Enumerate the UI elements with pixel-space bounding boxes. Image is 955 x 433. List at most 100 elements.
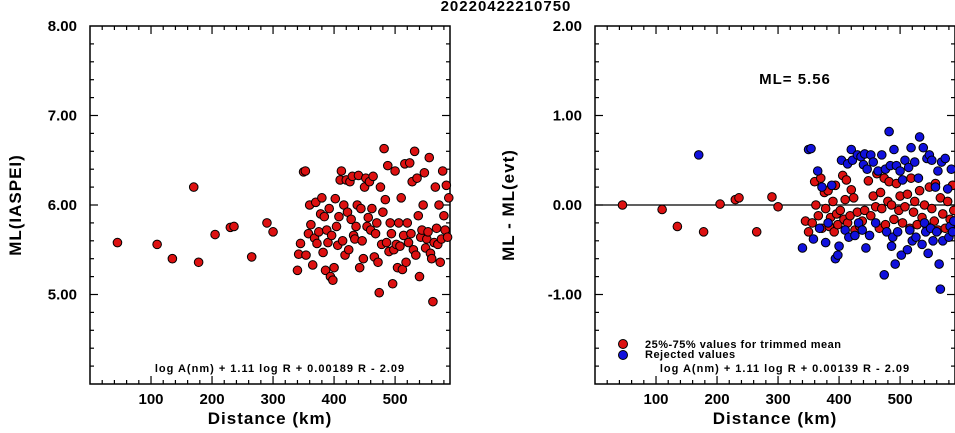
left-point-red [426,253,437,264]
right-point-red [846,184,857,195]
left-formula: log A(nm) + 1.11 log R + 0.00189 R - 2.0… [155,363,405,375]
left-point-red [418,200,428,210]
left-point-red [395,241,405,251]
right-point-red [886,200,897,210]
left-point-red [390,166,400,176]
left-point-red [328,275,338,285]
right-point-red [751,227,762,237]
left-x-tick-label: 500 [383,391,408,408]
left-point-red [380,194,391,205]
right-point-red [828,196,838,207]
left-point-red [295,238,306,249]
left-point-red [431,223,442,234]
right-point-blue [834,241,844,251]
right-point-blue [850,230,860,241]
left-point-red [375,182,386,192]
right-point-blue [826,180,837,191]
right-point-blue [808,234,819,244]
right-point-blue [879,270,890,280]
left-point-red [330,193,341,204]
left-point-red [406,228,416,239]
left-point-red [403,237,414,248]
right-point-red [841,175,852,185]
right-point-blue [948,216,955,226]
right-x-tick-label: 400 [827,391,852,408]
right-point-red [767,192,777,202]
left-point-red [381,237,392,248]
right-point-blue [909,157,920,167]
right-point-red [897,218,908,228]
left-point-red [306,219,316,230]
left-point-red [326,230,337,241]
left-y-tick-label: 7.00 [48,108,77,125]
right-point-blue [942,184,953,194]
left-point-red [358,253,369,264]
right-x-tick-label: 200 [705,391,730,408]
left-point-red [334,211,344,222]
right-y-tick-label: 0.00 [553,197,582,214]
right-point-red [863,176,874,186]
left-point-red [167,253,178,264]
left-plot-frame [89,25,451,385]
left-point-red [229,221,239,232]
left-ticks: 100 200 300 400 500 8.00 7.00 6.00 5.00 [48,18,450,408]
left-point-red [386,228,397,239]
right-point-red [840,194,850,205]
right-point-red [902,189,913,200]
right-point-blue [881,227,892,237]
right-point-blue [862,164,872,174]
right-point-red [865,210,876,221]
right-point-blue [886,241,897,251]
left-point-red [336,166,347,176]
right-point-blue [820,237,831,248]
left-point-red [152,239,162,250]
right-point-blue [693,150,704,160]
right-point-blue [806,143,816,154]
left-point-red [210,229,220,240]
left-y-tick-label: 5.00 [48,287,77,304]
right-point-blue [864,230,875,241]
right-point-blue [846,144,857,155]
left-point-red [262,218,272,228]
left-point-red [379,143,389,154]
right-point-red [715,199,725,209]
right-x-tick-label: 300 [766,391,791,408]
right-point-blue [895,166,905,176]
left-point-red [373,257,383,268]
left-point-red [320,265,331,276]
right-point-blue [923,248,933,259]
right-point-red [657,204,667,215]
right-point-blue [876,150,887,160]
left-point-red [378,207,388,217]
left-point-red [368,171,378,182]
left-point-red [268,227,278,237]
right-point-blue [884,126,894,137]
legend-red-label: 25%-75% values for trimmed mean [645,339,841,351]
left-x-axis-label: Distance (km) [208,409,332,428]
left-point-red [314,227,324,237]
right-point-red [908,207,919,217]
right-point-blue [947,227,955,237]
right-point-red [948,205,955,216]
left-y-tick-label: 8.00 [48,18,77,35]
left-point-red [409,146,420,157]
right-point-red [942,196,953,207]
right-point-blue [896,250,907,260]
right-point-red [889,214,899,225]
left-point-red [411,250,421,260]
left-point-red [292,265,303,276]
left-point-red [319,211,330,222]
right-point-blue [917,239,927,250]
right-point-blue [918,142,929,153]
left-point-red [393,218,404,228]
left-point-red [351,221,361,232]
right-point-blue [935,284,946,294]
left-point-red [246,252,257,262]
right-point-blue [868,157,879,167]
right-point-blue [817,182,827,192]
left-point-red [441,180,452,191]
right-y-tick-label: 1.00 [553,108,582,125]
right-x-tick-label: 500 [888,391,913,408]
right-x-axis-label: Distance (km) [713,409,837,428]
right-y-tick-label: 2.00 [553,18,582,35]
